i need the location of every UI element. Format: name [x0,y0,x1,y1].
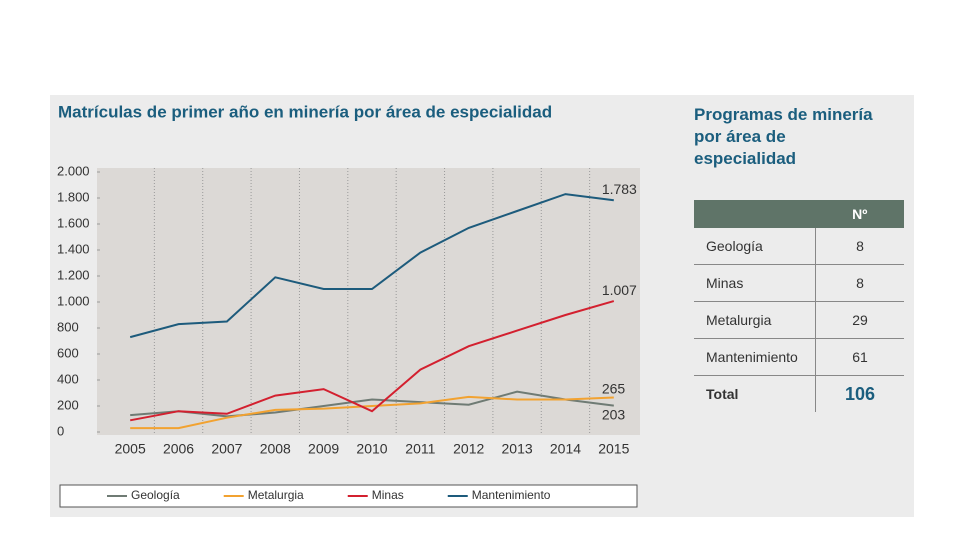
series-line [129,193,614,339]
series-line [129,300,615,422]
count-cell: 106 [815,375,904,412]
header-row: Nº [694,200,904,228]
series-line [130,395,614,430]
y-tick-label: 1.600 [57,215,90,230]
legend-label: Mantenimiento [472,488,551,502]
label-cell: Mantenimiento [694,338,816,376]
plot-area [97,168,640,435]
y-tick-label: 400 [57,371,79,386]
table-row: Minas 8 [694,264,904,302]
y-tick-label: 1.400 [57,241,90,256]
label-cell: Geología [694,228,816,265]
x-tick-label: 2008 [260,441,291,457]
x-tick-label: 2009 [308,441,339,457]
header-cell [694,200,816,228]
x-tick-label: 2005 [115,441,146,457]
data-label: 1.783 [602,181,637,197]
legend-label: Minas [372,488,404,502]
count-cell: 8 [815,264,904,302]
x-tick-label: 2012 [453,441,484,457]
label-cell: Minas [694,264,816,302]
legend-label: Geología [131,488,180,502]
y-tick-label: 1.200 [57,267,90,282]
y-tick-label: 1.000 [57,293,90,308]
x-tick-label: 2015 [598,441,629,457]
count-cell: 61 [815,338,904,376]
y-tick-label: 2.000 [57,163,90,178]
x-tick-label: 2013 [502,441,533,457]
x-tick-label: 2010 [356,441,387,457]
x-tick-label: 2014 [550,441,581,457]
y-tick-label: 0 [57,423,64,438]
y-tick-label: 200 [57,397,79,412]
table-row: Total 106 [694,375,904,412]
table-row: Mantenimiento 61 [694,338,904,376]
y-tick-label: 600 [57,345,79,360]
table-row: Geología 8 [694,228,904,265]
legend-label: Metalurgia [248,488,304,502]
header-cell: Nº [815,200,904,228]
x-tick-label: 2011 [405,441,435,457]
data-label: 1.007 [602,282,637,298]
count-cell: 8 [815,228,904,265]
data-label: 265 [602,380,626,396]
x-tick-label: 2007 [211,441,242,457]
label-cell: Metalurgia [694,301,816,339]
label-cell: Total [706,386,739,402]
table-row: Metalurgia 29 [694,301,904,339]
chart-title: Matrículas de primer año en minería por … [58,102,552,121]
x-tick-label: 2006 [163,441,194,457]
series-line [130,390,614,418]
data-label: 203 [602,406,626,422]
y-tick-label: 800 [57,319,79,334]
table: Nº Geología 8 Minas 8 Metalurgia 29 Mantenimie… [694,200,904,412]
table-title: Programas de minería por área de especia… [694,105,873,168]
y-tick-label: 1.800 [57,189,90,204]
count-cell: 29 [815,301,904,339]
